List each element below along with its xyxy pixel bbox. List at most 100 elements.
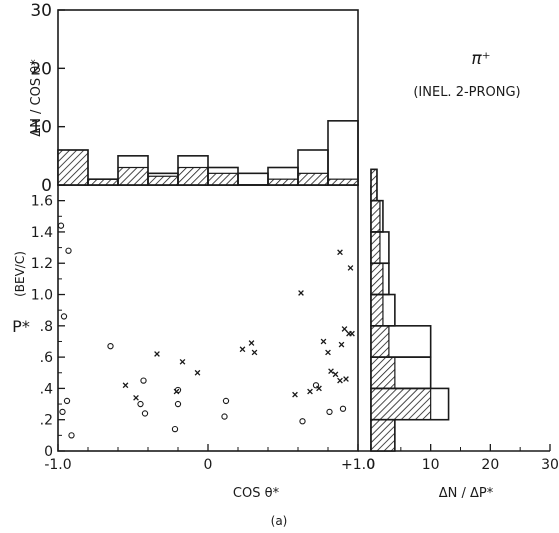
top-hist-bar: [117, 155, 149, 186]
circle-point: [65, 247, 72, 254]
top-hist-bar: [327, 120, 359, 186]
top-hist-hatched-bar: [297, 172, 329, 186]
right-hist-hatched-bar: [370, 231, 381, 264]
cross-point: [328, 368, 334, 375]
circle-point: [171, 425, 179, 433]
circle-point: [137, 400, 144, 408]
right-hist-hatched-bar: [370, 293, 384, 327]
scatter-plot: [57, 222, 355, 439]
cross-point: [251, 349, 258, 356]
scatter-y-tick-label: 0: [44, 444, 53, 460]
right-x-axis: 0 10 20 30: [367, 444, 559, 473]
cross-point: [307, 388, 313, 395]
scatter-y-tick-label: .4: [40, 381, 53, 397]
scatter-x-tick-label: -1.0: [44, 457, 71, 473]
circle-point: [174, 400, 182, 408]
scatter-x-tick-label: 0: [204, 457, 213, 473]
top-hist-hatched-bar: [87, 178, 119, 186]
scatter-y-axis-label: P*: [12, 317, 30, 336]
circle-point: [312, 382, 320, 389]
right-hist-hatched-bar: [370, 168, 378, 202]
circle-point: [60, 313, 68, 320]
circle-point: [339, 405, 347, 412]
circle-point: [57, 222, 65, 229]
cross-point: [122, 382, 129, 389]
figure-label: (a): [271, 514, 288, 528]
cross-point: [349, 330, 355, 337]
scatter-y-tick-label: .2: [40, 413, 53, 429]
scatter-y-tick-label: .8: [40, 319, 53, 335]
cross-point: [347, 265, 354, 271]
top-histogram: [57, 120, 359, 186]
top-hist-hatched-bar: [327, 178, 359, 186]
cross-point: [133, 394, 139, 401]
scatter-y-tick-label: 1.6: [31, 194, 53, 210]
top-y-axis: 30 20 10 0: [30, 1, 65, 196]
right-x-tick-label: 30: [541, 457, 559, 473]
cross-point: [341, 326, 348, 332]
cross-point: [337, 377, 343, 384]
cross-point: [338, 341, 345, 348]
top-hist-hatched-bar: [57, 149, 89, 186]
scatter-y-tick-label: 1.4: [31, 225, 53, 241]
top-y-tick-label: 10: [30, 118, 52, 138]
circle-point: [222, 397, 230, 405]
annotation-channel: (INEL. 2-PRONG): [413, 85, 520, 100]
cross-point: [298, 290, 304, 296]
cross-point: [173, 388, 180, 395]
cross-point: [154, 351, 160, 357]
top-y-tick-label: 0: [41, 176, 52, 196]
circle-point: [59, 408, 66, 416]
scatter-y-axis-unit: (BEV/C): [13, 251, 27, 297]
circle-point: [68, 432, 75, 439]
cross-point: [343, 376, 349, 382]
top-hist-hatched-bar: [177, 166, 209, 186]
top-y-tick-label: 20: [30, 59, 52, 79]
right-hist-hatched-bar: [370, 419, 396, 452]
cross-point: [316, 385, 322, 392]
top-y-tick-label: 30: [30, 1, 52, 21]
top-hist-hatched-bar: [267, 178, 299, 186]
circle-point: [140, 377, 147, 384]
scatter-y-tick-label: 1.2: [31, 256, 53, 272]
right-histogram: [370, 168, 450, 452]
cross-point: [325, 349, 331, 356]
scatter-y-tick-label: .6: [40, 350, 53, 366]
cross-point: [248, 340, 255, 346]
scatter-y-tick-label: 1.0: [31, 288, 53, 304]
cross-point: [194, 369, 201, 376]
scatter-x-tick-label: +1.0: [341, 457, 375, 473]
right-hist-hatched-bar: [370, 200, 381, 233]
top-hist-hatched-bar: [207, 172, 239, 186]
right-hist-bar: [370, 325, 432, 358]
circle-point: [107, 343, 114, 350]
right-hist-hatched-bar: [370, 356, 396, 390]
right-x-axis-label: ΔN / ΔP*: [439, 486, 494, 501]
cross-point: [239, 346, 246, 353]
right-x-tick-label: 0: [367, 457, 376, 473]
circle-point: [221, 413, 228, 420]
top-hist-bar: [237, 172, 269, 186]
scatter-x-axis-label: COS θ*: [233, 486, 280, 501]
cross-point: [332, 371, 339, 378]
circle-point: [326, 408, 333, 416]
scatter-axes: 1.61.41.21.0.8.6.4.20-1.0 0 +1.0: [31, 184, 375, 473]
right-hist-hatched-bar: [370, 262, 384, 296]
cross-point: [179, 358, 186, 365]
right-x-tick-label: 10: [422, 457, 440, 473]
cross-point: [292, 391, 298, 398]
cross-point: [337, 249, 343, 256]
circle-point: [141, 410, 149, 417]
right-hist-hatched-bar: [370, 387, 432, 421]
top-hist-hatched-bar: [147, 175, 179, 186]
top-hist-bar: [57, 149, 89, 186]
circle-point: [63, 397, 71, 405]
circle-point: [299, 418, 306, 425]
top-hist-hatched-bar: [117, 166, 149, 186]
top-y-axis-label: ΔN / COS θ*: [29, 59, 44, 137]
right-x-tick-label: 20: [481, 457, 499, 473]
cross-point: [320, 338, 327, 345]
scatter-panel-frame: [57, 184, 359, 452]
right-hist-hatched-bar: [370, 325, 390, 358]
